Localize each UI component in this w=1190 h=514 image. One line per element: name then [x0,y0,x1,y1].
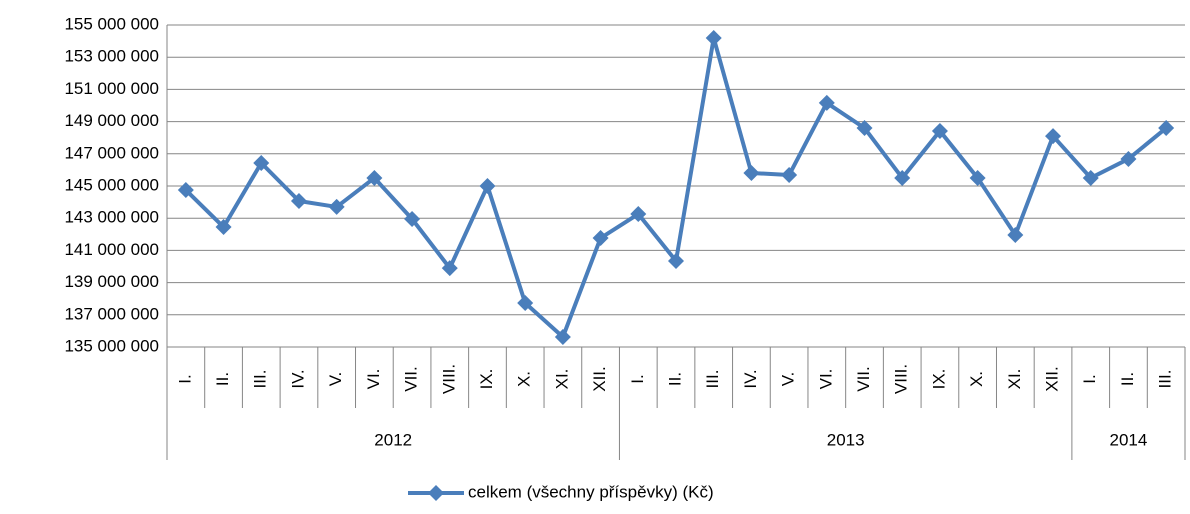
data-point [1158,120,1175,137]
data-point [328,198,345,215]
data-point [856,120,873,137]
x-group-label: 2012 [374,430,412,449]
x-tick-label: I. [175,374,194,383]
x-tick-label: I. [628,374,647,383]
data-point [290,192,307,209]
y-tick-label: 139 000 000 [64,272,159,291]
x-tick-label: X. [967,371,986,387]
x-tick-label: IX. [929,369,948,390]
data-point [592,230,609,247]
x-tick-label: VIII. [439,364,458,394]
data-point [177,182,194,199]
data-point [1007,226,1024,243]
x-tick-label: III. [251,370,270,389]
y-tick-label: 149 000 000 [64,111,159,130]
data-point [517,295,534,312]
x-tick-label: XII. [590,366,609,392]
data-point [253,154,270,171]
data-point [1120,150,1137,167]
data-point [630,206,647,223]
x-tick-label: VI. [364,369,383,390]
x-tick-label: V. [779,372,798,387]
y-tick-label: 143 000 000 [64,208,159,227]
x-tick-label: III. [1156,370,1175,389]
x-group-label: 2014 [1110,430,1148,449]
y-tick-label: 145 000 000 [64,175,159,194]
x-tick-label: VIII. [892,364,911,394]
y-tick-label: 153 000 000 [64,47,159,66]
data-point [781,167,798,184]
x-tick-label: XI. [1005,369,1024,390]
x-group-label: 2013 [827,430,865,449]
x-tick-label: VII. [402,366,421,392]
x-tick-label: III. [703,370,722,389]
x-tick-label: X. [515,371,534,387]
data-point [668,253,684,270]
data-point [366,169,383,186]
data-point [404,211,421,228]
data-point [969,169,986,186]
x-tick-label: XI. [552,369,571,390]
data-point [479,178,496,194]
data-point [705,30,722,47]
data-point [215,219,232,236]
x-tick-label: IX. [477,369,496,390]
data-point [743,164,760,181]
x-tick-label: IV. [288,369,307,388]
data-point [1045,128,1062,145]
x-tick-label: II. [665,372,684,386]
data-point [818,94,835,111]
x-tick-label: II. [213,372,232,386]
x-tick-label: VII. [854,366,873,392]
data-point [894,169,911,186]
data-point [441,260,458,277]
x-tick-label: VI. [816,369,835,390]
y-tick-label: 135 000 000 [64,336,159,355]
legend-marker [428,485,444,501]
y-tick-label: 151 000 000 [64,79,159,98]
y-tick-label: 141 000 000 [64,240,159,259]
legend-label: celkem (všechny příspěvky) (Kč) [468,482,714,501]
y-tick-label: 155 000 000 [64,14,159,33]
x-tick-label: XII. [1043,366,1062,392]
data-point [1082,169,1099,186]
y-tick-label: 147 000 000 [64,143,159,162]
data-point [931,122,948,139]
data-line [184,36,1168,340]
x-tick-label: V. [326,372,345,387]
x-tick-label: IV. [741,369,760,388]
x-tick-label: II. [1118,372,1137,386]
x-tick-label: I. [1080,374,1099,383]
y-tick-label: 137 000 000 [64,304,159,323]
data-point [554,329,571,346]
